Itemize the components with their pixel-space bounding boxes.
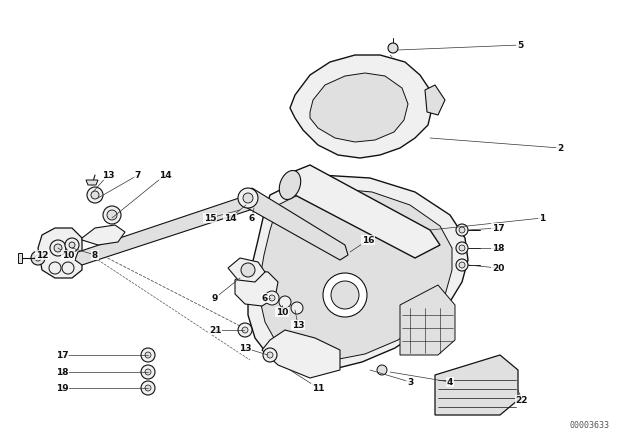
Polygon shape (86, 180, 98, 185)
Circle shape (107, 210, 117, 220)
Circle shape (269, 295, 275, 301)
Circle shape (279, 296, 291, 308)
Text: 13: 13 (239, 344, 252, 353)
Circle shape (291, 302, 303, 314)
Text: 14: 14 (224, 214, 236, 223)
Polygon shape (425, 85, 445, 115)
Circle shape (103, 206, 121, 224)
Circle shape (31, 251, 45, 265)
Circle shape (91, 191, 99, 199)
Circle shape (238, 323, 252, 337)
Polygon shape (38, 228, 82, 278)
Circle shape (456, 259, 468, 271)
Circle shape (323, 273, 367, 317)
Text: 17: 17 (56, 350, 68, 359)
Circle shape (267, 352, 273, 358)
Polygon shape (248, 175, 468, 372)
Circle shape (145, 385, 151, 391)
Circle shape (388, 43, 398, 53)
Polygon shape (285, 165, 440, 258)
Circle shape (243, 193, 253, 203)
Polygon shape (262, 330, 340, 378)
Circle shape (65, 238, 79, 252)
Text: 12: 12 (36, 250, 48, 259)
Polygon shape (400, 285, 455, 355)
Circle shape (141, 365, 155, 379)
Circle shape (49, 262, 61, 274)
Text: 19: 19 (56, 383, 68, 392)
Circle shape (456, 224, 468, 236)
Text: 3: 3 (407, 378, 413, 387)
Polygon shape (75, 195, 258, 265)
Polygon shape (290, 55, 432, 158)
Text: 10: 10 (62, 250, 74, 259)
Text: 13: 13 (102, 171, 115, 180)
Polygon shape (82, 225, 125, 245)
Text: 21: 21 (209, 326, 221, 335)
Circle shape (141, 348, 155, 362)
Circle shape (331, 281, 359, 309)
Text: 9: 9 (212, 293, 218, 302)
Circle shape (69, 242, 75, 248)
Circle shape (145, 352, 151, 358)
Ellipse shape (279, 171, 301, 199)
Circle shape (238, 188, 258, 208)
Polygon shape (235, 270, 278, 306)
Circle shape (265, 291, 279, 305)
Circle shape (35, 255, 41, 261)
Polygon shape (310, 73, 408, 142)
Text: 2: 2 (557, 143, 563, 152)
Text: 5: 5 (517, 40, 523, 49)
Text: 8: 8 (92, 250, 98, 259)
Circle shape (50, 240, 66, 256)
Circle shape (242, 327, 248, 333)
Circle shape (377, 365, 387, 375)
Circle shape (145, 369, 151, 375)
Circle shape (54, 244, 62, 252)
Text: 17: 17 (492, 224, 504, 233)
Text: 18: 18 (492, 244, 504, 253)
Text: 00003633: 00003633 (570, 421, 610, 430)
Text: 7: 7 (135, 171, 141, 180)
Polygon shape (228, 258, 265, 282)
Circle shape (459, 245, 465, 251)
Text: 16: 16 (362, 236, 374, 245)
Polygon shape (18, 253, 22, 263)
Circle shape (141, 381, 155, 395)
Circle shape (263, 348, 277, 362)
Text: 10: 10 (276, 307, 288, 316)
Text: 20: 20 (492, 263, 504, 272)
Circle shape (241, 263, 255, 277)
Text: 6: 6 (249, 214, 255, 223)
Text: 14: 14 (159, 171, 172, 180)
Polygon shape (242, 188, 348, 260)
Circle shape (456, 242, 468, 254)
Text: 13: 13 (292, 320, 304, 329)
Text: 15: 15 (204, 214, 216, 223)
Text: 1: 1 (539, 214, 545, 223)
Circle shape (459, 227, 465, 233)
Circle shape (87, 187, 103, 203)
Text: 4: 4 (447, 378, 453, 387)
Text: 11: 11 (312, 383, 324, 392)
Circle shape (62, 262, 74, 274)
Text: 18: 18 (56, 367, 68, 376)
Polygon shape (260, 188, 452, 360)
Text: 6: 6 (262, 293, 268, 302)
Polygon shape (435, 355, 518, 415)
Circle shape (459, 262, 465, 268)
Text: 22: 22 (516, 396, 528, 405)
